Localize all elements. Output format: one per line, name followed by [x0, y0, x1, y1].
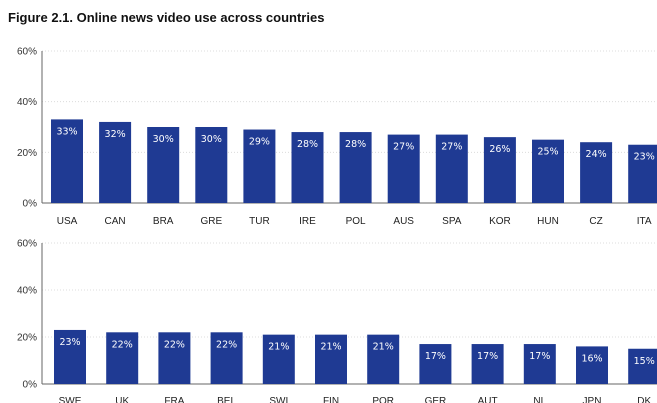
bar-swe	[54, 329, 86, 384]
y-tick-label: 20%	[17, 333, 37, 344]
data-label-usa: 33%	[56, 126, 77, 137]
bar-hun	[532, 139, 564, 203]
data-label-swe: 23%	[59, 337, 80, 348]
data-label-gre: 30%	[201, 134, 222, 145]
bar-tur	[243, 129, 276, 203]
data-label-ita: 23%	[634, 152, 655, 163]
bar-pol	[339, 132, 372, 203]
bar-fra	[158, 332, 191, 384]
data-label-aut: 17%	[477, 351, 498, 362]
category-label-hun: HUN	[537, 216, 559, 227]
data-label-aus: 27%	[393, 142, 414, 153]
data-label-fin: 21%	[320, 342, 341, 353]
data-label-can: 32%	[105, 129, 126, 140]
bar-bra	[147, 127, 180, 203]
category-label-bra: BRA	[153, 216, 174, 227]
chart-panel-bottom: 0% 20% 40% 60% 23% SWE 22% UK 22% FRA 22% BEL 21% SWI…	[17, 239, 657, 403]
y-tick-label: 0%	[23, 199, 38, 210]
bar-uk	[106, 332, 139, 384]
category-label-gre: GRE	[200, 216, 222, 227]
category-label-uk: UK	[115, 396, 129, 403]
category-label-cz: CZ	[589, 216, 602, 227]
category-label-jpn: JPN	[583, 396, 602, 403]
data-label-hun: 25%	[537, 147, 558, 158]
category-label-bel: BEL	[217, 396, 236, 403]
category-label-ger: GER	[425, 396, 447, 403]
data-label-bel: 22%	[216, 339, 237, 350]
bar-cz	[580, 142, 613, 203]
bar-ger	[419, 344, 452, 384]
category-label-ire: IRE	[299, 216, 316, 227]
category-label-fra: FRA	[164, 396, 184, 403]
bar-por	[367, 334, 400, 384]
bar-kor	[483, 137, 516, 203]
category-label-aus: AUS	[393, 216, 414, 227]
category-label-swi: SWI	[269, 396, 288, 403]
data-label-ire: 28%	[297, 139, 318, 150]
bar-fin	[315, 334, 347, 384]
data-label-ger: 17%	[425, 351, 446, 362]
figure-title: Figure 2.1. Online news video use across…	[8, 10, 325, 25]
bar-jpn	[576, 346, 608, 384]
data-label-dk: 15%	[634, 356, 655, 367]
category-label-nl: NL	[533, 396, 546, 403]
data-label-swi: 21%	[268, 342, 289, 353]
bar-usa	[51, 119, 83, 203]
category-label-tur: TUR	[249, 216, 270, 227]
category-label-kor: KOR	[489, 216, 511, 227]
category-label-pol: POL	[346, 216, 366, 227]
bar-bel	[210, 332, 243, 384]
data-label-jpn: 16%	[581, 353, 602, 364]
data-label-tur: 29%	[249, 137, 270, 148]
y-tick-label: 0%	[23, 380, 38, 391]
data-label-fra: 22%	[164, 339, 185, 350]
bar-dk	[628, 348, 657, 384]
category-label-usa: USA	[57, 216, 78, 227]
y-tick-label: 60%	[17, 47, 37, 58]
category-label-fin: FIN	[323, 396, 339, 403]
bar-gre	[195, 127, 228, 203]
data-label-uk: 22%	[112, 339, 133, 350]
category-label-por: POR	[372, 396, 394, 403]
bar-ire	[291, 132, 324, 203]
bar-spa	[435, 134, 468, 203]
data-label-kor: 26%	[489, 144, 510, 155]
bar-nl	[523, 344, 556, 384]
bar-swi	[262, 334, 295, 384]
data-label-pol: 28%	[345, 139, 366, 150]
y-tick-label: 40%	[17, 286, 37, 297]
bar-aus	[387, 134, 420, 203]
y-tick-label: 60%	[17, 239, 37, 250]
bar-aut	[471, 344, 504, 384]
bar-ita	[628, 144, 657, 203]
data-label-por: 21%	[373, 342, 394, 353]
chart-panel-top: 0% 20% 40% 60% 33% USA 32% CAN 30% BRA 30% GRE 29% TU…	[17, 47, 657, 227]
bar-can	[99, 121, 132, 203]
y-tick-label: 20%	[17, 148, 37, 159]
category-label-aut: AUT	[478, 396, 498, 403]
data-label-bra: 30%	[153, 134, 174, 145]
category-label-can: CAN	[105, 216, 126, 227]
data-label-nl: 17%	[529, 351, 550, 362]
data-label-spa: 27%	[441, 142, 462, 153]
category-label-swe: SWE	[59, 396, 82, 403]
category-label-ita: ITA	[637, 216, 652, 227]
category-label-spa: SPA	[442, 216, 462, 227]
category-label-dk: DK	[637, 396, 651, 403]
y-tick-label: 40%	[17, 97, 37, 108]
data-label-cz: 24%	[586, 149, 607, 160]
